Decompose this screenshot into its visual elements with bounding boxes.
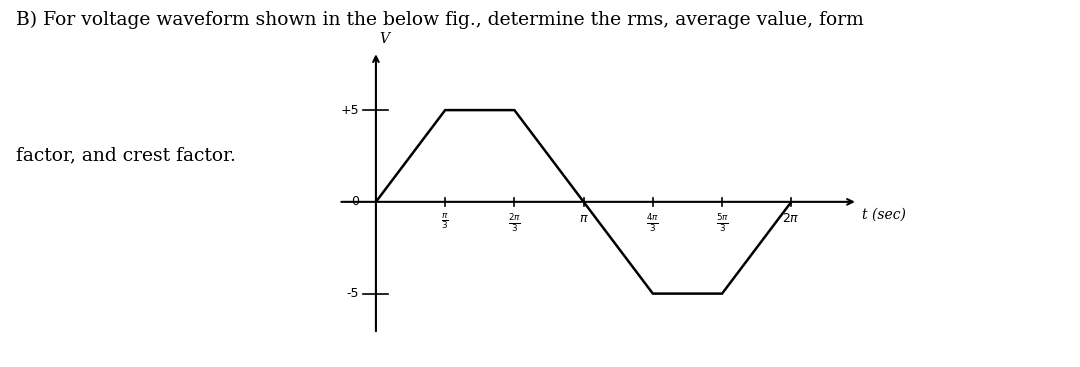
Text: 0: 0 [351,195,360,208]
Text: $\frac{5\pi}{3}$: $\frac{5\pi}{3}$ [716,212,729,234]
Text: -5: -5 [347,287,360,300]
Text: $\frac{\pi}{3}$: $\frac{\pi}{3}$ [442,212,449,231]
Text: B) For voltage waveform shown in the below fig., determine the rms, average valu: B) For voltage waveform shown in the bel… [16,11,864,29]
Text: $\pi$: $\pi$ [579,212,589,225]
Text: $\frac{2\pi}{3}$: $\frac{2\pi}{3}$ [508,212,521,234]
Text: t (sec): t (sec) [862,207,906,221]
Text: V: V [379,32,389,46]
Text: $2\pi$: $2\pi$ [783,212,800,225]
Text: +5: +5 [340,103,360,117]
Text: $\frac{4\pi}{3}$: $\frac{4\pi}{3}$ [646,212,659,234]
Text: factor, and crest factor.: factor, and crest factor. [16,147,237,165]
